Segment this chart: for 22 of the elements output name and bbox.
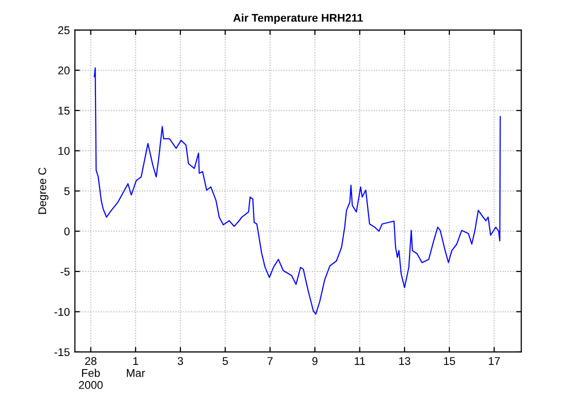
y-tick-label: -15	[54, 348, 70, 356]
y-tick-label: 0	[64, 227, 70, 236]
y-axis-title: Degree C	[38, 168, 48, 214]
y-tick-label: -10	[54, 308, 70, 316]
chart-title: Air Temperature HRH211	[233, 14, 363, 24]
x-tick-label: 15	[444, 357, 456, 365]
x-tick-label: 17	[488, 357, 500, 365]
y-tick-label: 10	[58, 147, 70, 155]
x-tick-label: 3	[178, 357, 184, 365]
x-tick-label: 5	[222, 357, 228, 365]
x-tick-label: 13	[399, 357, 410, 365]
x-tick-label: 28 Feb 2000	[78, 357, 103, 389]
y-tick-label: 15	[58, 106, 70, 115]
x-tick-label: 11	[354, 357, 365, 365]
y-tick-label: 20	[58, 66, 70, 74]
y-tick-label: 25	[58, 26, 70, 34]
y-tick-label: -5	[60, 268, 70, 276]
x-tick-label: 7	[268, 357, 273, 365]
x-tick-label: 9	[312, 357, 318, 365]
x-tick-label: 1 Mar	[126, 357, 145, 377]
y-tick-label: 5	[64, 187, 70, 196]
line-series	[94, 67, 501, 315]
